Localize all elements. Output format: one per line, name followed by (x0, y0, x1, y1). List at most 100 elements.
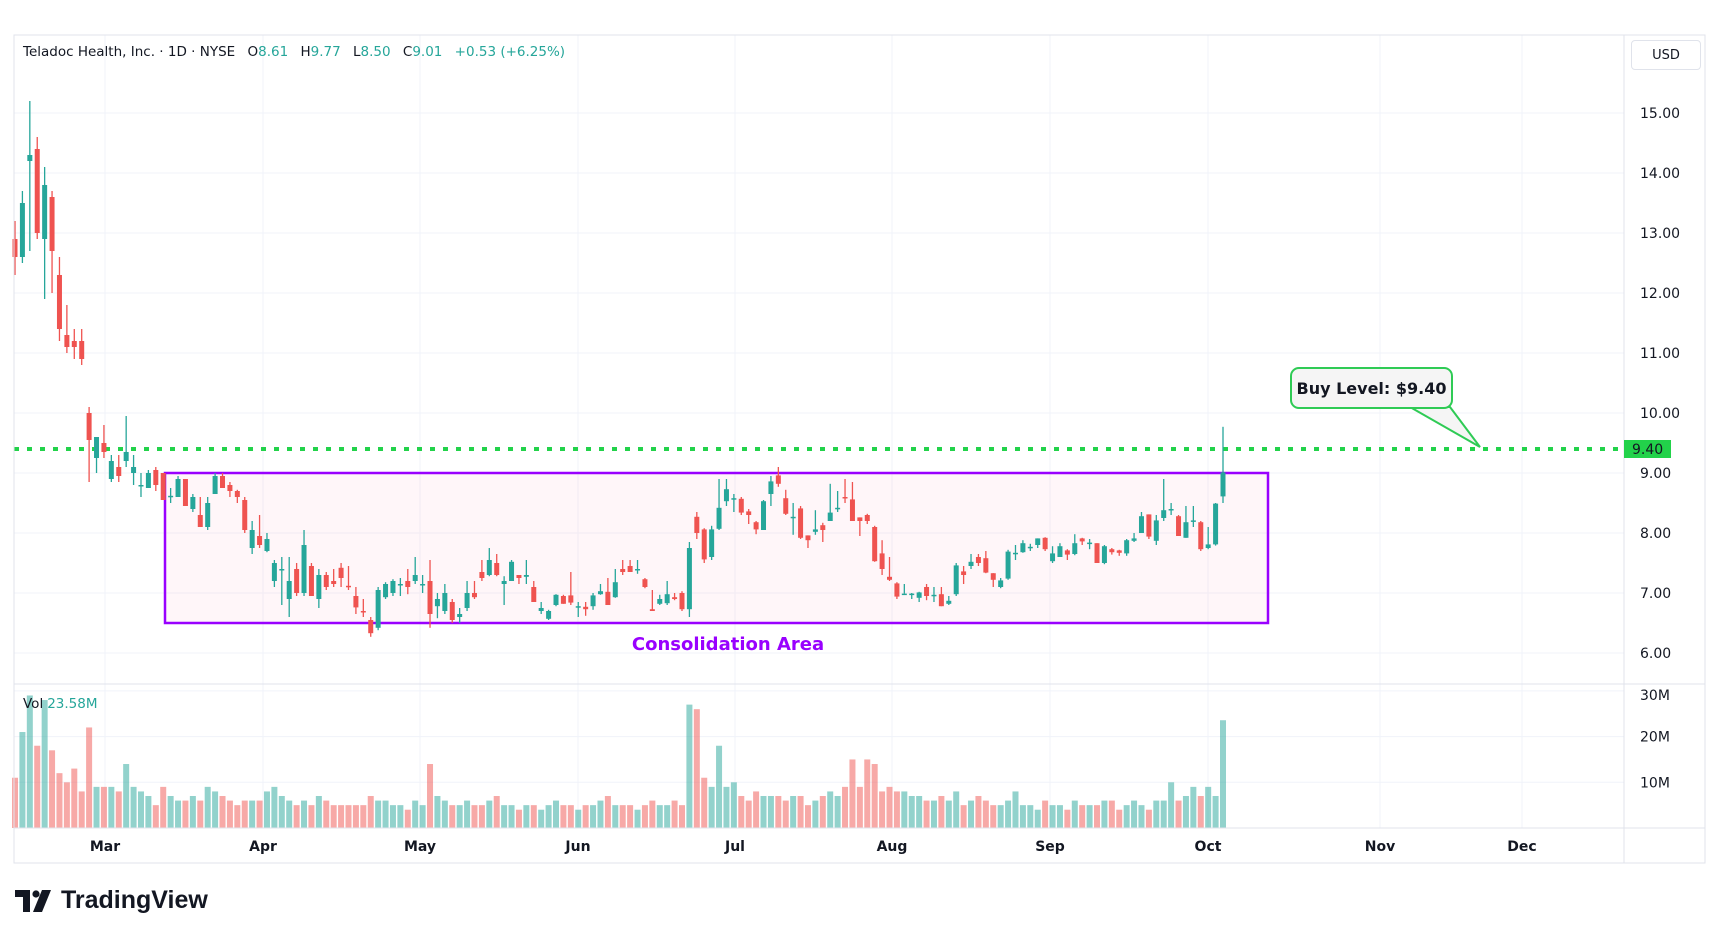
candle-body (383, 584, 389, 598)
candle-body (464, 593, 470, 608)
candle (612, 569, 618, 598)
candle-body (234, 491, 240, 497)
candle (842, 479, 848, 503)
tradingview-logo[interactable]: TradingView (15, 886, 208, 915)
volume-bar (1168, 782, 1175, 828)
volume-bar (204, 786, 211, 828)
candle-body (1205, 544, 1211, 548)
candle-body (323, 575, 329, 587)
candle (931, 587, 937, 602)
candle-body (523, 575, 529, 577)
volume-bar (1153, 800, 1160, 828)
time-tick-label: Dec (1507, 839, 1536, 855)
candle-body (887, 576, 893, 580)
volume-bar (775, 796, 782, 828)
volume-bar (575, 809, 582, 828)
volume-bar (486, 800, 493, 828)
candle (679, 591, 685, 611)
candle-body (64, 335, 70, 347)
volume-bar (1056, 805, 1063, 828)
candle-body (1190, 520, 1196, 522)
candle (635, 560, 641, 574)
candle (961, 566, 967, 584)
candle-body (457, 614, 463, 617)
candle-body (990, 573, 996, 580)
candle (316, 569, 322, 608)
volume-tick-label: 20M (1640, 730, 1670, 746)
candle (849, 482, 855, 521)
currency-button[interactable]: USD (1631, 40, 1701, 70)
candle-body (1116, 550, 1122, 553)
candle (1020, 540, 1026, 553)
volume-bar (641, 805, 648, 828)
candle-body (308, 566, 314, 596)
volume-bar (1101, 800, 1108, 828)
candle-body (938, 594, 944, 607)
candle (168, 488, 174, 503)
volume-bar (182, 800, 189, 828)
volume-bar (152, 805, 159, 828)
volume-bar (782, 800, 789, 828)
candle-body (916, 592, 922, 598)
candle (538, 602, 544, 614)
volume-bar (604, 796, 611, 828)
candle-body (798, 508, 804, 538)
candle (790, 503, 796, 535)
volume-bar (1205, 786, 1212, 828)
candle (523, 560, 529, 584)
volume-bar (567, 805, 574, 828)
time-tick-label: Nov (1365, 839, 1395, 855)
volume-bar (945, 800, 952, 828)
candle-body (397, 584, 403, 586)
candle (1109, 548, 1115, 555)
candle-body (842, 497, 848, 499)
candle-body (501, 581, 507, 584)
volume-bar (1116, 809, 1123, 828)
volume-bar (271, 786, 278, 828)
candle (501, 576, 507, 605)
consolidation-label: Consolidation Area (631, 634, 825, 655)
candle-body (664, 594, 670, 604)
candle-body (864, 515, 870, 521)
volume-bar (1182, 796, 1189, 828)
candle-body (1183, 522, 1189, 538)
price-tick-label: 9.00 (1640, 466, 1671, 482)
volume-bar (730, 782, 737, 828)
candle (494, 554, 500, 577)
candle (375, 587, 381, 631)
candle (983, 551, 989, 574)
volume-bar (471, 805, 478, 828)
volume-bar (34, 745, 41, 828)
candle (642, 578, 648, 589)
price-tick-label: 10.00 (1640, 406, 1680, 422)
candle (1131, 533, 1137, 542)
candle-body (790, 516, 796, 519)
volume-bar (664, 805, 671, 828)
volume-bar (1042, 800, 1049, 828)
candle-body (331, 581, 337, 584)
candle-body (924, 587, 930, 596)
candle-body (212, 476, 218, 494)
volume-bar (1071, 800, 1078, 828)
price-tick-label: 13.00 (1640, 226, 1680, 242)
candle-body (449, 602, 455, 620)
candle (308, 563, 314, 596)
volume-bar (1034, 809, 1041, 828)
volume-bar (997, 805, 1004, 828)
volume-bar (1019, 805, 1026, 828)
candle (872, 525, 878, 562)
candle-body (1079, 538, 1085, 542)
candle (94, 437, 100, 473)
volume-bar (345, 805, 352, 828)
candle (597, 584, 603, 595)
volume-bar (41, 700, 48, 828)
candle-body (116, 467, 122, 476)
volume-bar (716, 745, 723, 828)
candle (360, 599, 366, 617)
volume-bar (338, 805, 345, 828)
volume-bar (367, 796, 374, 828)
volume-bar (449, 805, 456, 828)
volume-bar (530, 805, 537, 828)
candle-body (701, 529, 707, 560)
